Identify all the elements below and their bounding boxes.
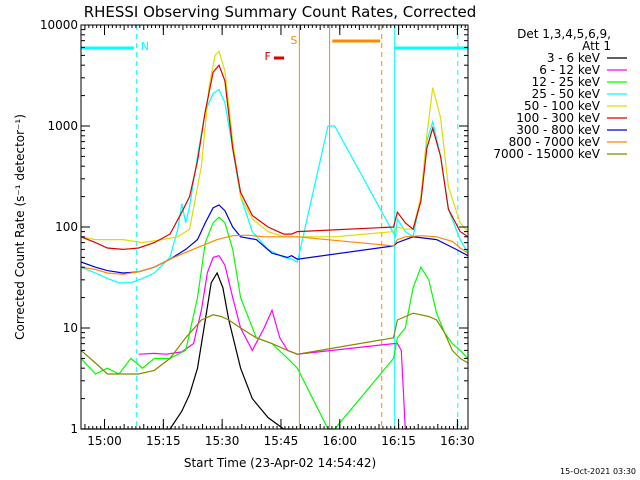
flag-label-s: S xyxy=(290,34,297,47)
series-line-7 xyxy=(80,234,469,275)
timestamp: 15-Oct-2021 03:30 xyxy=(560,467,636,476)
series-line-5 xyxy=(80,64,469,251)
y-tick-label: 1000 xyxy=(47,119,78,133)
series-line-8 xyxy=(80,312,469,375)
chart-title: RHESSI Observing Summary Count Rates, Co… xyxy=(84,3,477,21)
flag-label-f: F xyxy=(264,50,270,63)
legend-label-0: 3 - 6 keV xyxy=(547,51,601,65)
x-axis: 15:00 15:15 15:30 15:45 16:00 16:15 16:30 xyxy=(84,25,475,448)
y-tick-label: 1 xyxy=(70,422,78,436)
y-tick-label: 10 xyxy=(63,321,78,335)
flag-marks: N S F xyxy=(81,34,468,63)
legend-header: Att 1 xyxy=(582,39,611,53)
legend-label-8: 7000 - 15000 keV xyxy=(493,147,600,161)
flag-label-n: N xyxy=(141,40,149,53)
legend-label-3: 25 - 50 keV xyxy=(532,87,601,101)
y-axis-label: Corrected Count Rate (s⁻¹ detector⁻¹) xyxy=(13,114,27,340)
y-tick-label: 100 xyxy=(55,220,78,234)
series-lines xyxy=(80,50,469,430)
series-line-0 xyxy=(81,271,298,430)
legend-label-7: 800 - 7000 keV xyxy=(509,135,601,149)
x-tick-label: 16:15 xyxy=(381,434,416,448)
x-tick-label: 15:00 xyxy=(87,434,122,448)
series-line-2 xyxy=(80,216,469,430)
legend-label-6: 300 - 800 keV xyxy=(516,123,600,137)
x-tick-label: 15:30 xyxy=(205,434,240,448)
y-axis: 1 10 100 1000 10000 xyxy=(40,18,468,436)
x-axis-label: Start Time (23-Apr-02 14:54:42) xyxy=(184,456,376,470)
legend-label-2: 12 - 25 keV xyxy=(532,75,601,89)
x-tick-label: 15:15 xyxy=(146,434,181,448)
legend-label-1: 6 - 12 keV xyxy=(539,63,601,77)
legend-label-4: 50 - 100 keV xyxy=(524,99,601,113)
x-tick-label: 16:00 xyxy=(322,434,357,448)
x-tick-label: 15:45 xyxy=(264,434,299,448)
legend-label-5: 100 - 300 keV xyxy=(516,111,600,125)
y-tick-label: 10000 xyxy=(40,18,78,32)
series-line-4 xyxy=(80,50,469,244)
x-tick-label: 16:30 xyxy=(440,434,475,448)
legend-header: Det 1,3,4,5,6,9, xyxy=(517,27,611,41)
series-line-6 xyxy=(80,204,469,274)
